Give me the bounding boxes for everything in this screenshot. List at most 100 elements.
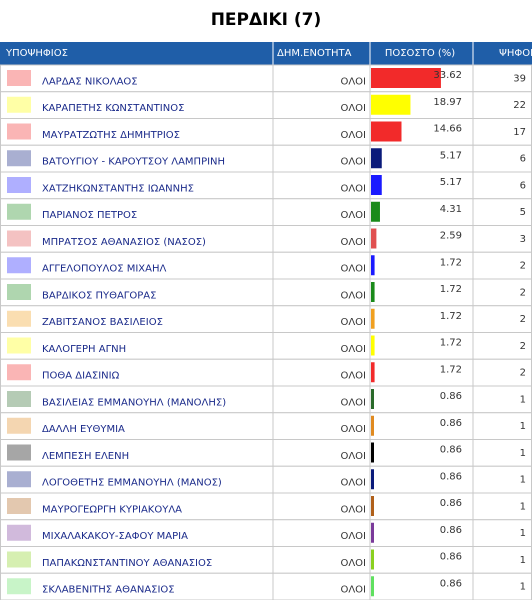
- percent-value: 18.97: [433, 97, 462, 108]
- votes: 1: [520, 582, 526, 593]
- table-row: [0, 64, 532, 93]
- votes: 1: [520, 555, 526, 566]
- party-logo: [7, 578, 31, 595]
- area: ΟΛΟΙ: [340, 317, 366, 328]
- candidate-name: ΜΑΥΡΑΤΖΩΤΗΣ ΔΗΜΗΤΡΙΟΣ: [42, 130, 180, 141]
- percent-value: 1.72: [440, 338, 462, 349]
- votes: 2: [520, 314, 526, 325]
- party-logo: [7, 391, 31, 407]
- percent-bar: [371, 335, 375, 356]
- party-logo: [7, 96, 31, 113]
- votes: 2: [520, 341, 526, 352]
- candidate-name: ΔΑΛΛΗ ΕΥΘΥΜΙΑ: [42, 424, 125, 435]
- party-logo: [7, 203, 31, 220]
- area: ΟΛΟΙ: [340, 344, 366, 355]
- percent-value: 0.86: [440, 552, 462, 563]
- table-row: [0, 519, 532, 547]
- votes: 1: [520, 501, 526, 512]
- area: ΟΛΟΙ: [340, 531, 366, 542]
- area: ΟΛΟΙ: [340, 397, 366, 408]
- votes: 3: [520, 234, 526, 245]
- table-row: [0, 412, 532, 440]
- candidate-name: ΒΑΡΔΙΚΟΣ ΠΥΘΑΓΟΡΑΣ: [42, 290, 156, 301]
- candidate-name: ΠΑΠΑΚΩΝΣΤΑΝΤΙΝΟΥ ΑΘΑΝΑΣΙΟΣ: [42, 558, 212, 569]
- percent-bar: [371, 94, 411, 115]
- percent-bar: [371, 442, 374, 463]
- party-logo: [7, 70, 31, 86]
- area: ΟΛΟΙ: [340, 130, 366, 141]
- candidate-name: ΚΑΛΟΓΕΡΗ ΑΓΝΗ: [42, 344, 126, 355]
- candidate-name: ΧΑΤΖΗΚΩΝΣΤΑΝΤΗΣ ΙΩΑΝΝΗΣ: [42, 183, 194, 194]
- votes: 17: [513, 127, 526, 138]
- table-row: [0, 91, 532, 119]
- percent-bar: [371, 496, 374, 516]
- candidate-name: ΠΑΡΙΑΝΟΣ ΠΕΤΡΟΣ: [42, 210, 137, 221]
- percent-value: 0.86: [440, 578, 462, 589]
- votes: 1: [520, 475, 526, 486]
- percent-value: 5.17: [440, 150, 462, 161]
- area: ΟΛΟΙ: [340, 585, 366, 596]
- area: ΟΛΟΙ: [340, 558, 366, 569]
- area: ΟΛΟΙ: [340, 264, 366, 275]
- votes: 6: [520, 154, 526, 165]
- header-row: [0, 42, 532, 65]
- party-logo: [7, 417, 31, 434]
- percent-bar: [371, 255, 375, 276]
- area: ΟΛΟΙ: [340, 451, 366, 462]
- percent-value: 0.86: [440, 391, 462, 402]
- votes: 2: [520, 368, 526, 379]
- candidate-name: ΛΑΡΔΑΣ ΝΙΚΟΛΑΟΣ: [42, 76, 138, 87]
- percent-bar: [371, 389, 374, 409]
- candidate-name: ΜΙΧΑΛΑΚΑΚΟΥ-ΣΑΦΟΥ ΜΑΡΙΑ: [42, 531, 188, 542]
- percent-value: 4.31: [440, 204, 462, 215]
- percent-bar: [371, 308, 375, 329]
- percent-value: 1.72: [440, 257, 462, 268]
- votes: 1: [520, 528, 526, 539]
- area: ΟΛΟΙ: [340, 371, 366, 382]
- party-logo: [7, 551, 31, 568]
- table-row: [0, 492, 532, 521]
- table-row: [0, 385, 532, 414]
- votes: 22: [513, 100, 526, 111]
- party-logo: [7, 230, 31, 247]
- percent-value: 14.66: [433, 124, 462, 135]
- party-logo: [7, 444, 31, 461]
- percent-bar: [371, 282, 375, 302]
- votes: 6: [520, 180, 526, 191]
- percent-bar: [371, 148, 382, 169]
- party-logo: [7, 524, 31, 541]
- area: ΟΛΟΙ: [340, 424, 366, 435]
- percent-bar: [371, 362, 375, 383]
- area: ΟΛΟΙ: [340, 76, 366, 87]
- percent-value: 1.72: [440, 364, 462, 375]
- votes: 1: [520, 421, 526, 432]
- candidate-name: ΜΠΡΑΤΣΟΣ ΑΘΑΝΑΣΙΟΣ (ΝΑΣΟΣ): [42, 237, 206, 248]
- candidate-name: ΚΑΡΑΠΕΤΗΣ ΚΩΝΣΤΑΝΤΙΝΟΣ: [42, 103, 184, 114]
- area: ΟΛΟΙ: [340, 157, 366, 168]
- percent-bar: [371, 415, 374, 436]
- votes: 2: [520, 261, 526, 272]
- candidate-name: ΒΑΣΙΛΕΙΑΣ ΕΜΜΑΝΟΥΗΛ (ΜΑΝΟΛΗΣ): [42, 397, 226, 408]
- candidate-name: ΛΕΜΠΕΣΗ ΕΛΕΝΗ: [42, 451, 129, 462]
- table-row: [0, 332, 532, 360]
- candidate-name: ΒΑΤΟΥΓΙΟΥ - ΚΑΡΟΥΤΣΟΥ ΛΑΜΠΡΙΝΗ: [42, 157, 225, 168]
- percent-bar: [371, 549, 374, 570]
- percent-bar: [371, 201, 380, 222]
- area: ΟΛΟΙ: [340, 290, 366, 301]
- candidate-name: ΜΑΥΡΟΓΕΩΡΓΗ ΚΥΡΙΑΚΟΥΛΑ: [42, 504, 182, 515]
- party-logo: [7, 310, 31, 327]
- area: ΟΛΟΙ: [340, 210, 366, 221]
- candidate-name: ΖΑΒΙΤΣΑΝΟΣ ΒΑΣΙΛΕΙΟΣ: [42, 317, 163, 328]
- party-logo: [7, 337, 31, 354]
- percent-value: 1.72: [440, 284, 462, 295]
- votes: 2: [520, 287, 526, 298]
- candidate-name: ΑΓΓΕΛΟΠΟΥΛΟΣ ΜΙΧΑΗΛ: [42, 264, 167, 275]
- party-logo: [7, 471, 31, 488]
- votes: 5: [520, 207, 526, 218]
- party-logo: [7, 123, 31, 140]
- party-logo: [7, 498, 31, 514]
- percent-bar: [371, 121, 402, 142]
- party-logo: [7, 150, 31, 167]
- votes: 1: [520, 394, 526, 405]
